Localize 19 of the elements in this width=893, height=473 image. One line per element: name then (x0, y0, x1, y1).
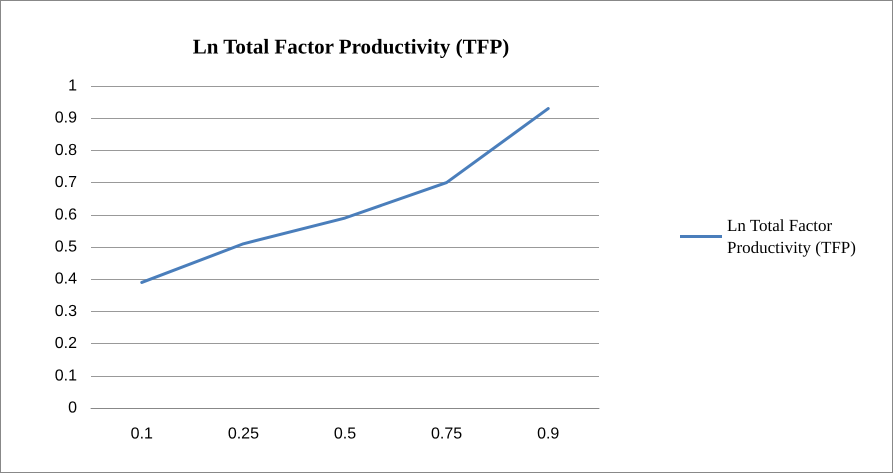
y-tick-label: 0.2 (54, 335, 78, 352)
x-tick-label: 0.9 (537, 426, 560, 442)
chart-title: Ln Total Factor Productivity (TFP) (192, 34, 510, 58)
x-tick-label: 0.1 (130, 426, 154, 442)
y-tick-label: 0.5 (54, 238, 78, 256)
legend-label: Ln Total Factor Productivity (TFP) (727, 216, 856, 257)
x-tick-label: 0.25 (228, 426, 260, 442)
x-tick-label: 0.75 (431, 426, 462, 442)
x-tick-label: 0.5 (334, 426, 356, 442)
y-tick-label: 0.8 (54, 142, 78, 159)
y-tick-label: 0.9 (54, 110, 78, 127)
y-tick-label: 0.6 (54, 206, 78, 224)
y-tick-label: 0.4 (54, 270, 78, 288)
y-tick-label: 1 (68, 78, 78, 94)
line-series (140, 107, 550, 284)
y-tick-label: 0 (68, 400, 78, 416)
y-tick-label: 0.3 (54, 302, 78, 320)
y-tick-label: 0.1 (54, 367, 78, 384)
y-tick-label: 0.7 (54, 174, 78, 192)
